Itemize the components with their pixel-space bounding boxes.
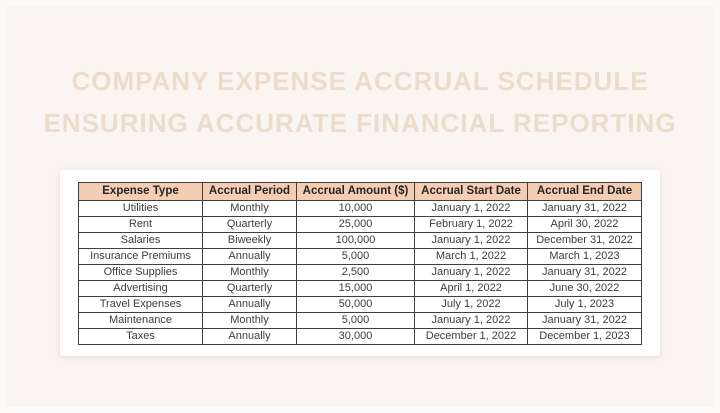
table-cell-accrual_end_date: January 31, 2022 <box>527 200 642 217</box>
table-cell-accrual_amount: 100,000 <box>296 232 415 249</box>
table-cell-accrual_start_date: December 1, 2022 <box>414 328 528 345</box>
table-cell-expense_type: Advertising <box>78 280 203 297</box>
table-cell-expense_type: Office Supplies <box>78 264 203 281</box>
table-cell-expense_type: Utilities <box>78 200 203 217</box>
expense-accrual-table: Expense Type Accrual Period Accrual Amount… <box>78 182 642 345</box>
table-cell-accrual_period: Quarterly <box>202 280 297 297</box>
table-cell-accrual_end_date: July 1, 2023 <box>527 296 642 313</box>
table-cell-accrual_end_date: January 31, 2022 <box>527 312 642 329</box>
table-cell-accrual_period: Monthly <box>202 264 297 281</box>
table-header: Expense Type Accrual Period Accrual Amount… <box>78 182 642 201</box>
table-header-row: Expense Type Accrual Period Accrual Amount… <box>78 182 642 201</box>
table-cell-accrual_end_date: December 31, 2022 <box>527 232 642 249</box>
table-row: Office Supplies Monthly 2,500 January 1, 20… <box>78 264 642 281</box>
header-cell-expense_type: Expense Type <box>78 182 203 201</box>
page-title-line1: COMPANY EXPENSE ACCRUAL SCHEDULE <box>71 66 649 96</box>
table-cell-accrual_start_date: January 1, 2022 <box>414 200 528 217</box>
table-card: Expense Type Accrual Period Accrual Amount… <box>60 170 660 356</box>
table-cell-expense_type: Maintenance <box>78 312 203 329</box>
table-cell-expense_type: Travel Expenses <box>78 296 203 313</box>
table-row: Taxes Annually 30,000 December 1, 2022 Decem… <box>78 328 642 345</box>
table-cell-accrual_amount: 30,000 <box>296 328 415 345</box>
table-cell-accrual_start_date: March 1, 2022 <box>414 248 528 265</box>
table-cell-accrual_start_date: January 1, 2022 <box>414 264 528 281</box>
table-cell-expense_type: Insurance Premiums <box>78 248 203 265</box>
table-cell-accrual_start_date: April 1, 2022 <box>414 280 528 297</box>
header-cell-accrual_amount: Accrual Amount ($) <box>296 182 415 201</box>
table-row: Maintenance Monthly 5,000 January 1, 2022 Ja… <box>78 312 642 329</box>
table-cell-accrual_amount: 15,000 <box>296 280 415 297</box>
table-cell-accrual_amount: 2,500 <box>296 264 415 281</box>
header-cell-accrual_end_date: Accrual End Date <box>527 182 642 201</box>
table-cell-accrual_period: Annually <box>202 328 297 345</box>
table-cell-expense_type: Salaries <box>78 232 203 249</box>
table-cell-accrual_amount: 10,000 <box>296 200 415 217</box>
table-cell-accrual_start_date: July 1, 2022 <box>414 296 528 313</box>
table-row: Advertising Quarterly 15,000 April 1, 2022 J… <box>78 280 642 297</box>
table-cell-accrual_end_date: December 1, 2023 <box>527 328 642 345</box>
header-cell-accrual_period: Accrual Period <box>202 182 297 201</box>
table-row: Travel Expenses Annually 50,000 July 1, 202… <box>78 296 642 313</box>
page-title: COMPANY EXPENSE ACCRUAL SCHEDULE ENSURIN… <box>0 0 720 144</box>
table-row: Salaries Biweekly 100,000 January 1, 2022 De… <box>78 232 642 249</box>
table-cell-accrual_period: Quarterly <box>202 216 297 233</box>
table-cell-accrual_period: Biweekly <box>202 232 297 249</box>
table-cell-accrual_period: Annually <box>202 296 297 313</box>
table-cell-accrual_start_date: January 1, 2022 <box>414 312 528 329</box>
page-title-line2: ENSURING ACCURATE FINANCIAL REPORTING <box>43 108 677 138</box>
table-cell-accrual_end_date: January 31, 2022 <box>527 264 642 281</box>
table-row: Insurance Premiums Annually 5,000 March 1, … <box>78 248 642 265</box>
table-cell-accrual_amount: 5,000 <box>296 312 415 329</box>
table-row: Rent Quarterly 25,000 February 1, 2022 April… <box>78 216 642 233</box>
table-cell-expense_type: Taxes <box>78 328 203 345</box>
table-cell-accrual_amount: 5,000 <box>296 248 415 265</box>
table-cell-accrual_period: Monthly <box>202 312 297 329</box>
table-cell-accrual_end_date: March 1, 2023 <box>527 248 642 265</box>
table-cell-expense_type: Rent <box>78 216 203 233</box>
table-body: Utilities Monthly 10,000 January 1, 2022 Jan… <box>78 200 642 345</box>
table-cell-accrual_end_date: April 30, 2022 <box>527 216 642 233</box>
table-cell-accrual_period: Monthly <box>202 200 297 217</box>
header-cell-accrual_start_date: Accrual Start Date <box>414 182 528 201</box>
table-cell-accrual_amount: 25,000 <box>296 216 415 233</box>
table-cell-accrual_end_date: June 30, 2022 <box>527 280 642 297</box>
table-cell-accrual_start_date: February 1, 2022 <box>414 216 528 233</box>
table-cell-accrual_amount: 50,000 <box>296 296 415 313</box>
table-cell-accrual_start_date: January 1, 2022 <box>414 232 528 249</box>
table-row: Utilities Monthly 10,000 January 1, 2022 Jan… <box>78 200 642 217</box>
table-cell-accrual_period: Annually <box>202 248 297 265</box>
